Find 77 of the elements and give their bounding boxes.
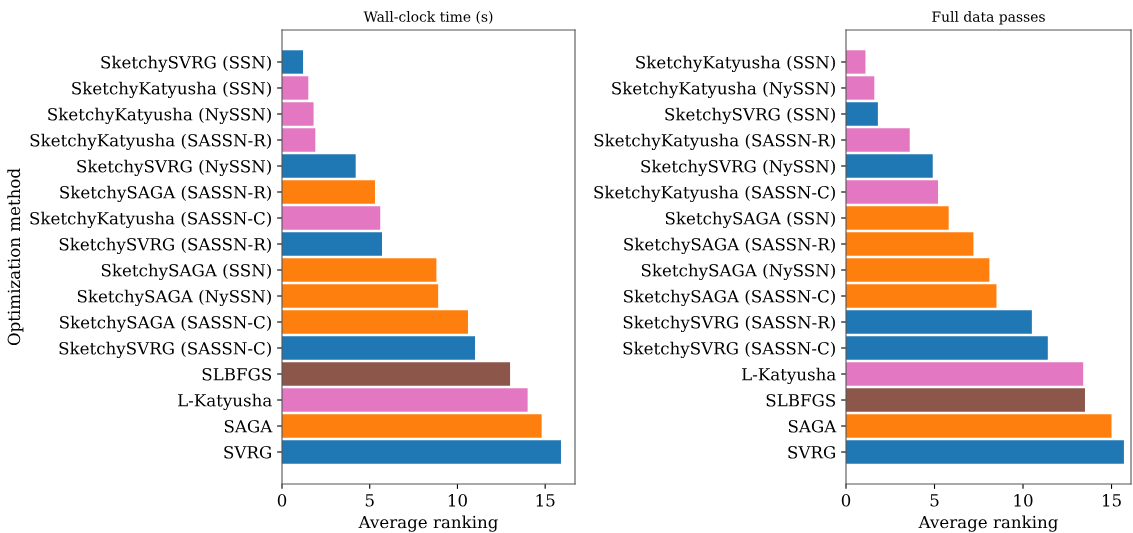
- x-tick-label: 15: [1102, 494, 1121, 507]
- x-tick-label: 5: [365, 494, 374, 507]
- bar: [846, 128, 910, 152]
- bar: [846, 388, 1085, 412]
- bar: [282, 440, 561, 464]
- y-tick-label: SAGA: [788, 419, 837, 433]
- y-tick-label: SketchySVRG (NySSN): [77, 159, 271, 177]
- x-tick-label: 0: [841, 494, 851, 507]
- y-tick-label: SketchyKatyusha (NySSN): [48, 107, 271, 125]
- bar: [282, 232, 383, 256]
- bar: [282, 336, 475, 360]
- x-axis-title: Average ranking: [918, 515, 1058, 532]
- bar: [282, 258, 437, 282]
- bar: [846, 180, 939, 204]
- y-tick-label: SketchySAGA (NySSN): [77, 289, 271, 307]
- bar: [282, 388, 528, 412]
- bar: [846, 232, 974, 256]
- bar: [282, 180, 375, 204]
- y-tick-label: L-Katyusha: [742, 367, 836, 385]
- y-tick-label: SketchySVRG (SASSN-C): [59, 341, 271, 359]
- bar: [846, 76, 875, 100]
- x-tick-label: 5: [930, 494, 939, 507]
- x-tick-label: 0: [277, 494, 287, 507]
- y-tick-label: SketchyKatyusha (SASSN-C): [30, 211, 271, 229]
- y-tick-label: SketchySAGA (SASSN-R): [60, 185, 271, 203]
- y-tick-label: SLBFGS: [766, 393, 836, 407]
- chart-title: Wall-clock time (s): [363, 11, 493, 24]
- bar: [282, 362, 511, 386]
- bar: [846, 310, 1032, 334]
- bar: [846, 284, 997, 308]
- y-tick-label: SLBFGS: [202, 367, 272, 381]
- y-tick-label: SketchyKatyusha (SSN): [636, 55, 835, 73]
- y-tick-label: SketchyKatyusha (SASSN-R): [30, 133, 271, 151]
- y-tick-label: SVRG: [788, 445, 835, 459]
- x-tick-label: 15: [536, 494, 555, 507]
- bar: [282, 154, 356, 178]
- bar: [282, 414, 542, 438]
- y-tick-label: SketchySVRG (NySSN): [641, 159, 835, 177]
- y-tick-label: SketchySVRG (SSN): [665, 107, 835, 125]
- bar: [846, 440, 1124, 464]
- bar: [282, 284, 439, 308]
- bar: [846, 336, 1048, 360]
- x-tick-label: 10: [1014, 494, 1033, 507]
- bar: [846, 154, 933, 178]
- bar: [846, 258, 990, 282]
- y-tick-label: SVRG: [224, 445, 271, 459]
- y-tick-label: SketchySAGA (SASSN-R): [624, 237, 835, 255]
- y-tick-label: SketchySAGA (SASSN-C): [624, 289, 835, 307]
- bar: [846, 50, 866, 74]
- y-tick-label: SketchySAGA (NySSN): [641, 263, 835, 281]
- bar: [282, 50, 304, 74]
- bar: [846, 414, 1112, 438]
- bar: [846, 362, 1084, 386]
- y-tick-label: SketchyKatyusha (NySSN): [612, 81, 835, 99]
- y-tick-label: SketchySAGA (SSN): [665, 211, 835, 229]
- y-tick-label: SketchyKatyusha (SSN): [72, 81, 271, 99]
- bar: [846, 102, 878, 126]
- bar: [282, 102, 314, 126]
- y-tick-label: SketchySVRG (SASSN-R): [623, 315, 835, 333]
- y-tick-label: SketchySVRG (SASSN-R): [59, 237, 271, 255]
- bar: [846, 206, 949, 230]
- bar: [282, 128, 316, 152]
- x-tick-label: 10: [448, 494, 467, 507]
- chart-title: Full data passes: [932, 11, 1045, 25]
- bar: [282, 206, 381, 230]
- x-axis-title: Average ranking: [358, 515, 498, 532]
- y-tick-label: SketchySAGA (SSN): [101, 263, 271, 281]
- y-tick-label: SketchyKatyusha (SASSN-R): [594, 133, 835, 151]
- y-tick-label: SketchyKatyusha (SASSN-C): [594, 185, 835, 203]
- y-tick-label: SAGA: [224, 419, 273, 433]
- y-tick-label: SketchySVRG (SASSN-C): [623, 341, 835, 359]
- y-axis-title: Optimization method: [7, 168, 24, 346]
- y-tick-label: SketchySVRG (SSN): [101, 55, 271, 73]
- y-tick-label: SketchySAGA (SASSN-C): [60, 315, 271, 333]
- bar: [282, 76, 309, 100]
- y-tick-label: L-Katyusha: [178, 393, 272, 411]
- bar: [282, 310, 468, 334]
